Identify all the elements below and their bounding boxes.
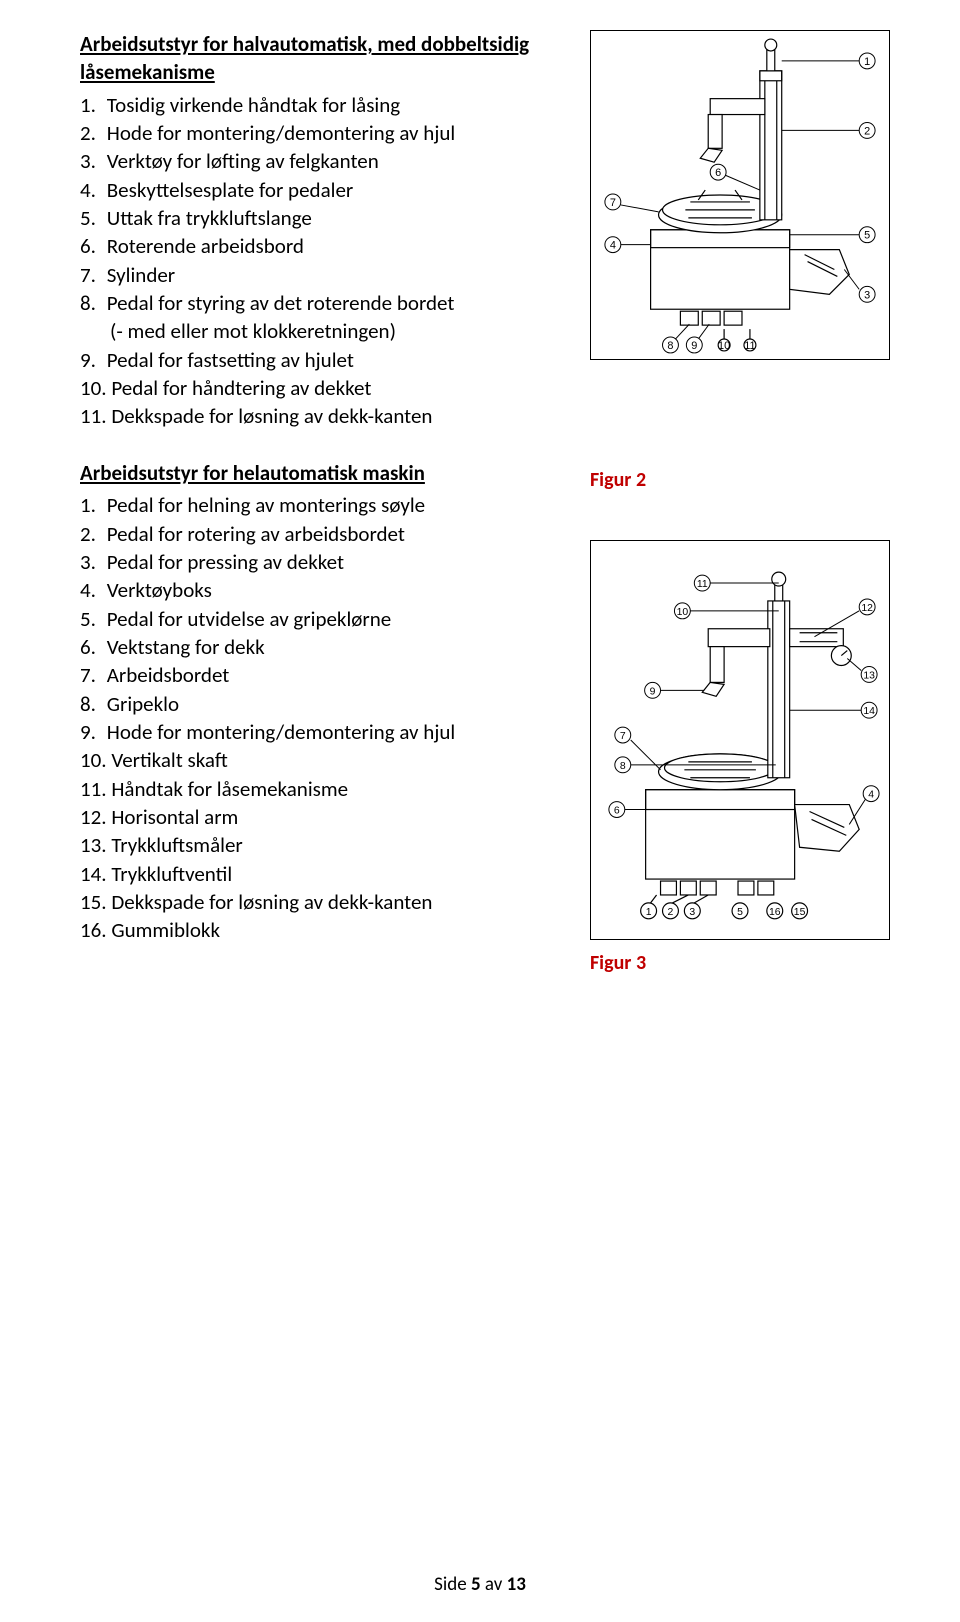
list-item: 5. Uttak fra trykkluftslange [80,204,580,232]
list-item: 1. Pedal for helning av monterings søyle [80,491,580,519]
svg-text:1: 1 [646,907,652,918]
footer-middle: av [481,1573,507,1596]
svg-text:14: 14 [863,706,875,717]
section1-title: Arbeidsutstyr for halvautomatisk, med do… [80,30,580,87]
svg-text:7: 7 [620,731,626,742]
section1-list: 1. Tosidig virkende håndtak for låsing2.… [80,91,580,431]
list-item: 13. Trykkluftsmåler [80,831,580,859]
list-item: 7. Sylinder [80,261,580,289]
svg-text:6: 6 [614,805,620,816]
list-item: 1. Tosidig virkende håndtak for låsing [80,91,580,119]
section1-figure-col: 1 2 3 4 5 6 7 8 9 10 11 [580,30,900,360]
list-item: 3. Pedal for pressing av dekket [80,548,580,576]
list-item: 9. Pedal for fastsetting av hjulet [80,346,580,374]
svg-text:13: 13 [863,670,875,681]
svg-text:2: 2 [668,907,674,918]
svg-text:1: 1 [864,56,870,68]
footer-total: 13 [507,1573,526,1596]
svg-text:4: 4 [610,240,616,252]
list-item: 8. Pedal for styring av det roterende bo… [80,289,580,346]
list-item: 10. Pedal for håndtering av dekket [80,374,580,402]
footer-prefix: Side [434,1573,471,1596]
list-item: 15. Dekkspade for løsning av dekk-kanten [80,888,580,916]
svg-text:15: 15 [794,907,806,918]
section2-figure-col: Figur 2 [580,431,900,977]
svg-text:12: 12 [861,603,873,614]
section-helautomatisk: Arbeidsutstyr for helautomatisk maskin 1… [80,431,900,977]
section2-list: 1. Pedal for helning av monterings søyle… [80,491,580,945]
list-item: 2. Pedal for rotering av arbeidsbordet [80,520,580,548]
list-item: 9. Hode for montering/demontering av hju… [80,718,580,746]
footer-page: 5 [471,1573,481,1596]
svg-text:7: 7 [610,197,616,209]
svg-text:5: 5 [864,230,870,242]
list-item: 4. Verktøyboks [80,576,580,604]
section-halvautomatisk: Arbeidsutstyr for halvautomatisk, med do… [80,30,900,431]
figure-3-label: Figur 3 [590,950,646,977]
list-item: 8. Gripeklo [80,690,580,718]
section2-title: Arbeidsutstyr for helautomatisk maskin [80,459,580,487]
section2-text: Arbeidsutstyr for helautomatisk maskin 1… [80,431,580,945]
list-item: 11. Håndtak for låsemekanisme [80,775,580,803]
svg-text:8: 8 [667,340,673,352]
svg-text:3: 3 [864,289,870,301]
list-item: 4. Beskyttelsesplate for pedaler [80,176,580,204]
tire-machine-helauto-svg: 1 2 3 4 5 6 7 8 9 10 11 12 13 14 15 16 [591,541,889,939]
list-item: 2. Hode for montering/demontering av hju… [80,119,580,147]
page-footer: Side 5 av 13 [0,1572,960,1598]
tire-machine-halvauto-svg: 1 2 3 4 5 6 7 8 9 10 11 [591,31,889,359]
svg-text:4: 4 [868,789,874,800]
list-item: 11. Dekkspade for løsning av dekk-kanten [80,402,580,430]
svg-text:3: 3 [689,907,695,918]
list-item: 12. Horisontal arm [80,803,580,831]
svg-text:10: 10 [718,340,730,352]
section1-text: Arbeidsutstyr for halvautomatisk, med do… [80,30,580,431]
list-item: 5. Pedal for utvidelse av gripeklørne [80,605,580,633]
list-item: 7. Arbeidsbordet [80,661,580,689]
svg-text:8: 8 [620,761,626,772]
svg-text:9: 9 [650,686,656,697]
svg-text:6: 6 [715,167,721,179]
svg-text:16: 16 [769,907,781,918]
list-item: 16. Gummiblokk [80,916,580,944]
figure-2-diagram: 1 2 3 4 5 6 7 8 9 10 11 [590,30,890,360]
svg-text:5: 5 [737,907,743,918]
svg-text:11: 11 [697,579,708,590]
svg-text:10: 10 [677,607,689,618]
svg-text:9: 9 [691,340,697,352]
svg-text:11: 11 [744,340,755,352]
list-item: 10. Vertikalt skaft [80,746,580,774]
figure-2-label: Figur 2 [590,467,646,494]
list-item: 6. Vektstang for dekk [80,633,580,661]
svg-text:2: 2 [864,125,870,137]
figure-3-diagram: 1 2 3 4 5 6 7 8 9 10 11 12 13 14 15 16 [590,540,890,940]
list-item: 6. Roterende arbeidsbord [80,232,580,260]
list-item: 3. Verktøy for løfting av felgkanten [80,147,580,175]
list-item: 14. Trykkluftventil [80,860,580,888]
